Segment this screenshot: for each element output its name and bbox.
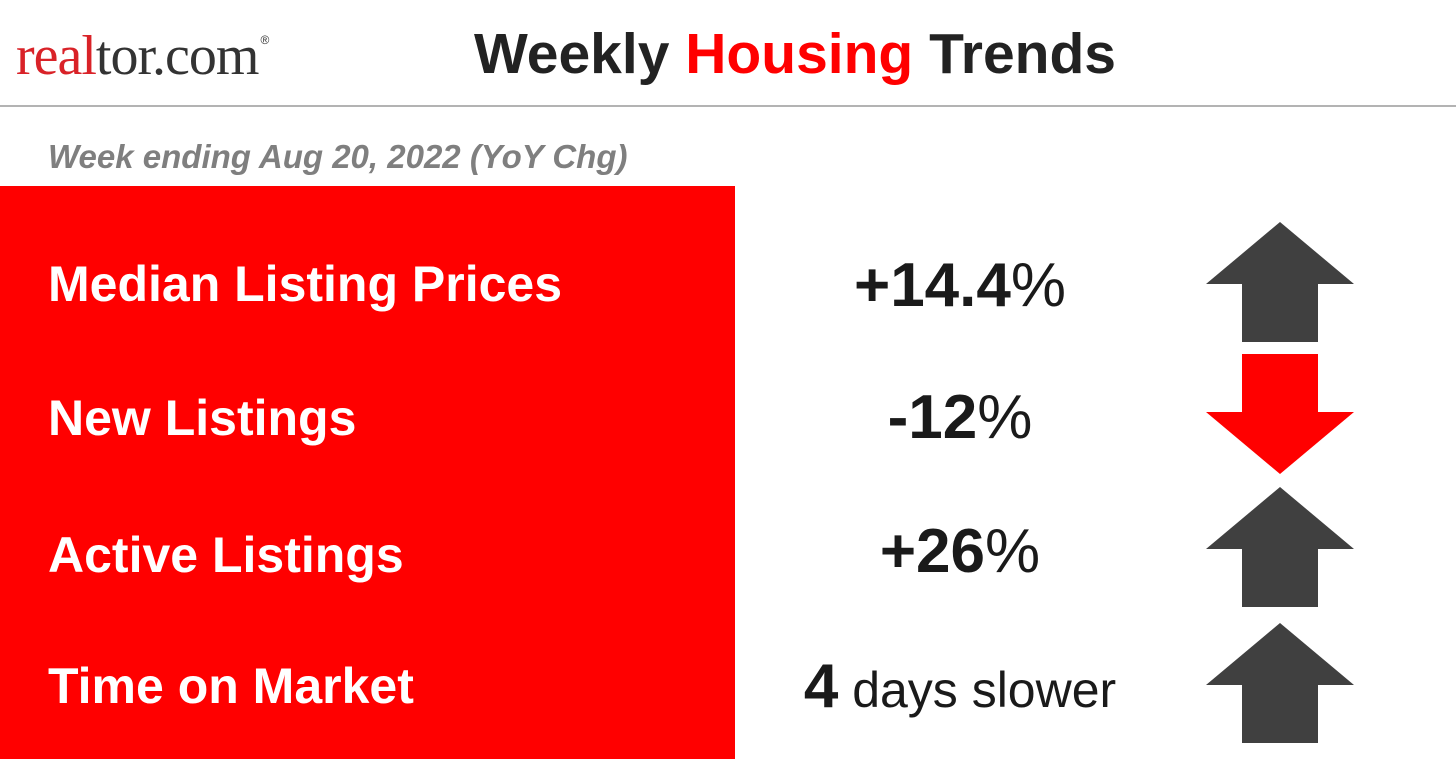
registered-mark: ®: [260, 33, 269, 47]
metric-value-number: -12: [887, 383, 978, 452]
metric-value-number: 4: [803, 652, 839, 721]
arrow-up-icon: [1206, 222, 1354, 342]
metrics-label-panel: [0, 186, 735, 759]
metric-value-unit: %: [985, 517, 1041, 586]
header-divider: [0, 105, 1456, 107]
arrow-down-icon: [1206, 354, 1354, 474]
metric-value-number: +14.4: [853, 251, 1011, 320]
metric-value-number: +26: [879, 517, 986, 586]
metric-value-new-listings: -12%: [740, 387, 1180, 449]
logo-text-real: real: [16, 25, 97, 87]
realtor-logo: realtor.com ®: [16, 25, 269, 87]
arrow-up-icon: [1206, 623, 1354, 743]
week-ending-subtitle: Week ending Aug 20, 2022 (YoY Chg): [48, 138, 628, 175]
title-part-trends: Trends: [913, 22, 1116, 86]
metric-label-new-listings: New Listings: [48, 390, 357, 446]
metric-value-median-listing-prices: +14.4%: [740, 255, 1180, 317]
title-part-housing: Housing: [685, 22, 914, 86]
page-title: Weekly Housing Trends: [0, 22, 1456, 88]
metric-label-active-listings: Active Listings: [48, 527, 404, 583]
metric-value-unit: days slower: [838, 662, 1117, 718]
metric-label-time-on-market: Time on Market: [48, 658, 414, 714]
metric-value-time-on-market: 4 days slower: [740, 656, 1180, 718]
title-part-weekly: Weekly: [474, 22, 686, 86]
metric-value-active-listings: +26%: [740, 521, 1180, 583]
metric-value-unit: %: [977, 383, 1033, 452]
metric-value-unit: %: [1010, 251, 1067, 320]
arrow-up-icon: [1206, 487, 1354, 607]
logo-text-tor: tor.com: [95, 25, 260, 87]
metric-label-median-listing-prices: Median Listing Prices: [48, 256, 563, 312]
